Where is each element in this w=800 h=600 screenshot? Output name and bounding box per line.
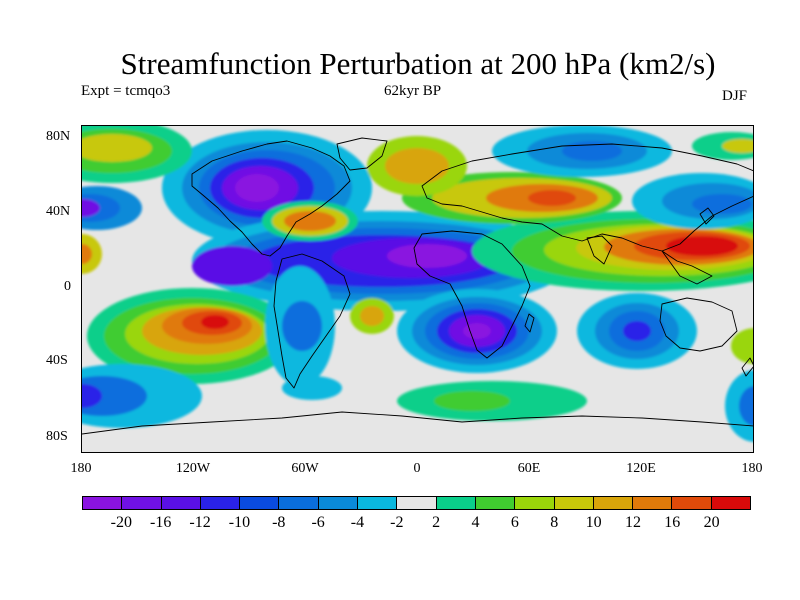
colorbar-tick-label: 4 bbox=[471, 514, 480, 531]
coast-australia bbox=[659, 297, 738, 352]
anomaly-west-edge-positive bbox=[82, 234, 102, 274]
anomaly-gulf-positive bbox=[262, 201, 358, 241]
anomaly-australia-negative bbox=[577, 293, 697, 369]
season-label: DJF bbox=[722, 88, 748, 104]
coast-south-america bbox=[273, 253, 351, 389]
colorbar-swatch-11 bbox=[515, 497, 555, 509]
anomaly-africa-negative bbox=[397, 289, 557, 373]
colorbar-swatch-9 bbox=[436, 497, 476, 509]
colorbar-tick-label: -10 bbox=[228, 514, 251, 531]
colorbar-tick-label: -8 bbox=[272, 514, 286, 531]
anomaly-southern-ocean bbox=[82, 328, 753, 442]
colorbar-swatch-4 bbox=[240, 497, 280, 509]
colorbar-tick-label: 8 bbox=[550, 514, 559, 531]
colorbar-swatch-5 bbox=[279, 497, 319, 509]
y-tick-label-80s: 80S bbox=[46, 429, 68, 444]
anomaly-south-atlantic-positive bbox=[350, 298, 394, 334]
colorbar-tick-label: -2 bbox=[390, 514, 404, 531]
experiment-label: Expt = tcmqo3 bbox=[81, 83, 171, 99]
colorbar-swatch-0 bbox=[83, 497, 123, 509]
coast-antarctica bbox=[82, 411, 753, 435]
y-tick-label-40n: 40N bbox=[46, 204, 71, 219]
coast-greenland bbox=[336, 137, 388, 171]
x-tick-label-120e: 120E bbox=[626, 461, 656, 476]
colorbar-swatch-12 bbox=[554, 497, 594, 509]
time-label: 62kyr BP bbox=[384, 83, 442, 99]
colorbar-swatch-15 bbox=[672, 497, 712, 509]
colorbar-swatch-1 bbox=[122, 497, 162, 509]
colorbar-tick-label: -16 bbox=[150, 514, 172, 531]
x-tick-label-180w: 180 bbox=[70, 461, 92, 476]
anomaly-arctic-band bbox=[367, 136, 467, 196]
anomaly-siberia-negative bbox=[492, 126, 672, 177]
colorbar-tick-label: -12 bbox=[189, 514, 211, 531]
colorbar-tick-label: 2 bbox=[432, 514, 441, 531]
x-tick-label-0: 0 bbox=[413, 461, 421, 476]
coast-africa bbox=[413, 230, 531, 359]
colorbar-swatch-6 bbox=[318, 497, 359, 509]
anomaly-west-pacific-negative bbox=[82, 186, 142, 230]
colorbar bbox=[82, 496, 751, 510]
colorbar-swatch-14 bbox=[633, 497, 673, 509]
coast-eurasia bbox=[421, 143, 753, 252]
x-tick-label-60e: 60E bbox=[517, 461, 541, 476]
colorbar-swatch-13 bbox=[593, 497, 634, 509]
x-tick-label-60w: 60W bbox=[291, 461, 319, 476]
coast-new-zealand bbox=[741, 357, 753, 377]
y-tick-label-80n: 80N bbox=[46, 129, 71, 144]
x-tick-label-120w: 120W bbox=[175, 461, 211, 476]
anomaly-south-pacific-positive bbox=[87, 288, 297, 384]
colorbar-swatch-2 bbox=[161, 497, 201, 509]
colorbar-swatch-8 bbox=[397, 497, 437, 509]
colorbar-tick-label: 6 bbox=[510, 514, 519, 531]
colorbar-tick-label: 12 bbox=[624, 514, 641, 531]
contour-map bbox=[82, 126, 753, 452]
map-title: Streamfunction Perturbation at 200 hPa (… bbox=[120, 46, 716, 81]
coast-madagascar bbox=[524, 313, 535, 333]
x-tick-label-180e: 180 bbox=[741, 461, 763, 476]
coast-japan bbox=[699, 207, 715, 225]
colorbar-swatch-3 bbox=[200, 497, 241, 509]
colorbar-tick-label: -20 bbox=[110, 514, 133, 531]
colorbar-tick-label: -4 bbox=[350, 514, 365, 531]
colorbar-swatch-10 bbox=[475, 497, 516, 509]
coastlines bbox=[82, 137, 753, 435]
colorbar-tick-label: 10 bbox=[585, 514, 602, 531]
map-panel bbox=[81, 125, 754, 453]
colorbar-swatch-7 bbox=[358, 497, 398, 509]
coast-india bbox=[586, 235, 613, 265]
colorbar-swatch-16 bbox=[711, 497, 751, 509]
anomaly-eurasia-positive bbox=[402, 172, 622, 224]
colorbar-tick-label: 20 bbox=[703, 514, 720, 531]
y-tick-label-0: 0 bbox=[64, 279, 71, 294]
coast-north-america bbox=[191, 140, 351, 257]
anomaly-north-pacific-negative bbox=[632, 173, 753, 229]
colorbar-tick-label: -6 bbox=[311, 514, 325, 531]
anomaly-south-america-negative bbox=[265, 266, 335, 386]
coast-southeast-asia bbox=[661, 250, 713, 285]
y-tick-label-40s: 40S bbox=[46, 353, 68, 368]
anomaly-north-corner-positive bbox=[82, 126, 753, 183]
colorbar-tick-label: 16 bbox=[664, 514, 681, 531]
